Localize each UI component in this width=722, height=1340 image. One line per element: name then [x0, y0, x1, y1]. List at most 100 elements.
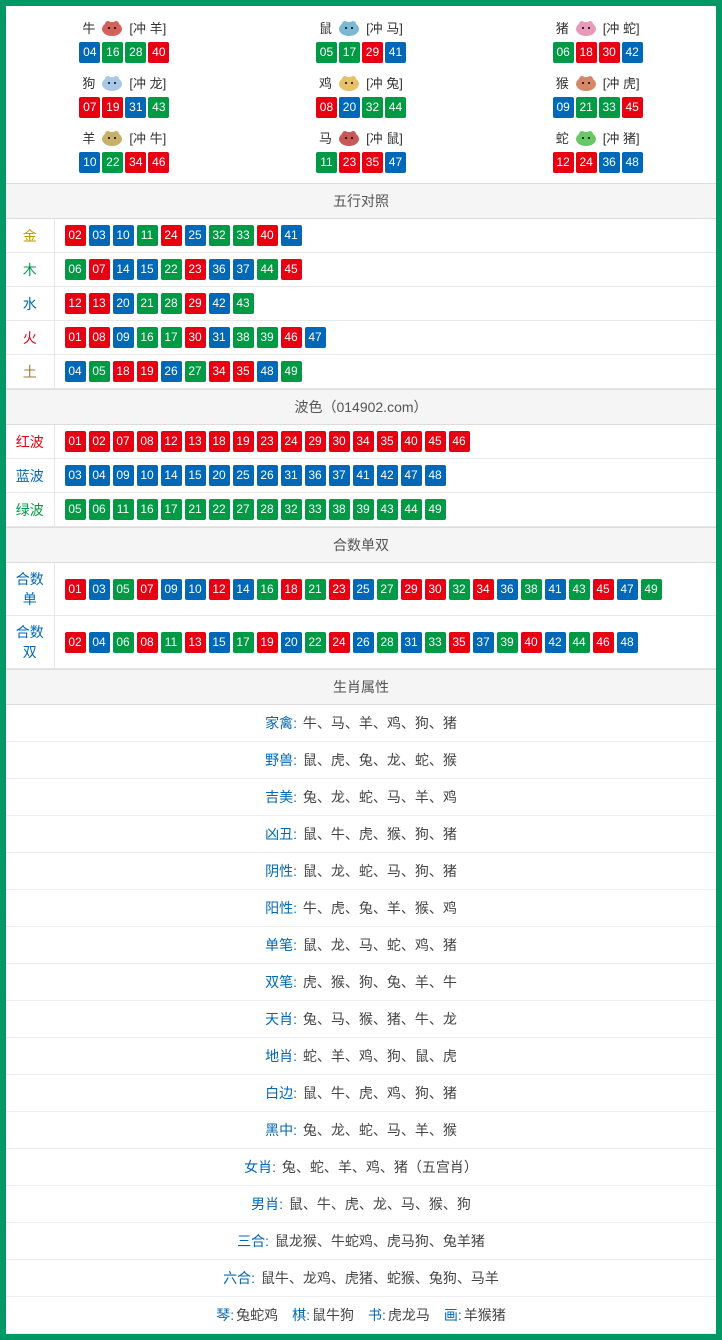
number-chip: 43: [377, 499, 398, 520]
attribute-text: 兔、龙、蛇、马、羊、猴: [299, 1122, 457, 1138]
number-chip: 25: [353, 579, 374, 600]
number-chip: 05: [113, 579, 134, 600]
number-chip: 34: [209, 361, 230, 382]
number-chip: 30: [185, 327, 206, 348]
number-chip: 48: [617, 632, 638, 653]
number-chip: 07: [113, 431, 134, 452]
attribute-text: 兔、马、猴、猪、牛、龙: [299, 1011, 457, 1027]
number-chip: 45: [425, 431, 446, 452]
number-chip: 31: [281, 465, 302, 486]
number-chip: 18: [113, 361, 134, 382]
number-chip: 24: [576, 152, 597, 173]
number-chip: 11: [113, 499, 134, 520]
number-chip: 06: [89, 499, 110, 520]
zodiac-grid: 牛[冲 羊]04162840鼠[冲 马]05172941猪[冲 蛇]061830…: [6, 6, 716, 183]
dog-icon: [97, 71, 127, 93]
zodiac-numbers: 08203244: [243, 97, 480, 118]
number-chip: 03: [89, 579, 110, 600]
number-chip: 13: [185, 632, 206, 653]
number-chip: 44: [257, 259, 278, 280]
number-chip: 09: [553, 97, 574, 118]
attribute-row: 地肖: 蛇、羊、鸡、狗、鼠、虎: [6, 1038, 716, 1075]
number-chip: 27: [233, 499, 254, 520]
number-chip: 38: [233, 327, 254, 348]
number-chip: 48: [425, 465, 446, 486]
attribute-text: 牛、虎、兔、羊、猴、鸡: [299, 900, 457, 916]
number-chip: 31: [209, 327, 230, 348]
table-row: 水1213202128294243: [6, 287, 716, 321]
attribute-row: 阳性: 牛、虎、兔、羊、猴、鸡: [6, 890, 716, 927]
number-chip: 42: [545, 632, 566, 653]
attribute-text: 蛇、羊、鸡、狗、鼠、虎: [299, 1048, 457, 1064]
zodiac-numbers: 07193143: [6, 97, 243, 118]
attribute-label: 白边:: [265, 1085, 297, 1101]
number-chip: 17: [233, 632, 254, 653]
number-chip: 22: [305, 632, 326, 653]
number-chip: 24: [161, 225, 182, 246]
number-chip: 14: [233, 579, 254, 600]
number-chip: 04: [79, 42, 100, 63]
number-chip: 04: [65, 361, 86, 382]
number-chip: 07: [89, 259, 110, 280]
number-chip: 05: [316, 42, 337, 63]
number-chip: 39: [353, 499, 374, 520]
attribute-text: 虎、猴、狗、兔、羊、牛: [299, 974, 457, 990]
zodiac-chong: [冲 鼠]: [366, 128, 403, 147]
number-chip: 46: [281, 327, 302, 348]
number-chip: 04: [89, 632, 110, 653]
number-chip: 10: [113, 225, 134, 246]
number-chip: 24: [329, 632, 350, 653]
page-container: 牛[冲 羊]04162840鼠[冲 马]05172941猪[冲 蛇]061830…: [0, 0, 722, 1340]
attribute-label: 女肖:: [244, 1159, 276, 1175]
attribute-label: 三合:: [237, 1233, 269, 1249]
number-chip: 41: [385, 42, 406, 63]
table-row: 红波0102070812131819232429303435404546: [6, 425, 716, 459]
ox-icon: [97, 16, 127, 38]
row-numbers: 1213202128294243: [54, 287, 716, 321]
zodiac-cell: 牛[冲 羊]04162840: [6, 12, 243, 67]
row-numbers: 05061116172122272832333839434449: [54, 493, 716, 527]
number-chip: 15: [137, 259, 158, 280]
row-numbers: 06071415222336374445: [54, 253, 716, 287]
number-table: 红波0102070812131819232429303435404546蓝波03…: [6, 425, 716, 527]
number-chip: 21: [576, 97, 597, 118]
number-chip: 49: [641, 579, 662, 600]
number-chip: 30: [425, 579, 446, 600]
number-chip: 07: [137, 579, 158, 600]
row-numbers: 0102070812131819232429303435404546: [54, 425, 716, 459]
number-chip: 02: [65, 225, 86, 246]
attribute-label: 画:: [444, 1307, 462, 1323]
number-chip: 24: [281, 431, 302, 452]
number-chip: 23: [339, 152, 360, 173]
number-chip: 21: [185, 499, 206, 520]
number-chip: 13: [89, 293, 110, 314]
number-chip: 27: [185, 361, 206, 382]
section-header: 生肖属性: [6, 669, 716, 705]
number-chip: 46: [148, 152, 169, 173]
number-chip: 33: [599, 97, 620, 118]
number-chip: 39: [497, 632, 518, 653]
attribute-label: 天肖:: [265, 1011, 297, 1027]
zodiac-chong: [冲 龙]: [129, 73, 166, 92]
row-numbers: 0204060811131517192022242628313335373940…: [54, 616, 716, 669]
zodiac-cell: 马[冲 鼠]11233547: [243, 122, 480, 177]
number-chip: 42: [377, 465, 398, 486]
number-chip: 21: [137, 293, 158, 314]
attribute-row: 吉美: 兔、龙、蛇、马、羊、鸡: [6, 779, 716, 816]
number-chip: 03: [89, 225, 110, 246]
zodiac-chong: [冲 马]: [366, 18, 403, 37]
number-chip: 19: [137, 361, 158, 382]
number-chip: 17: [161, 499, 182, 520]
zodiac-cell: 羊[冲 牛]10223446: [6, 122, 243, 177]
sections-container: 五行对照金02031011242532334041木06071415222336…: [6, 183, 716, 1334]
attribute-row: 单笔: 鼠、龙、马、蛇、鸡、猪: [6, 927, 716, 964]
number-chip: 10: [185, 579, 206, 600]
row-numbers: 04051819262734354849: [54, 355, 716, 389]
number-chip: 01: [65, 579, 86, 600]
number-chip: 22: [161, 259, 182, 280]
attribute-row: 野兽: 鼠、虎、兔、龙、蛇、猴: [6, 742, 716, 779]
number-chip: 35: [362, 152, 383, 173]
number-chip: 46: [449, 431, 470, 452]
horse-icon: [334, 126, 364, 148]
number-chip: 34: [125, 152, 146, 173]
